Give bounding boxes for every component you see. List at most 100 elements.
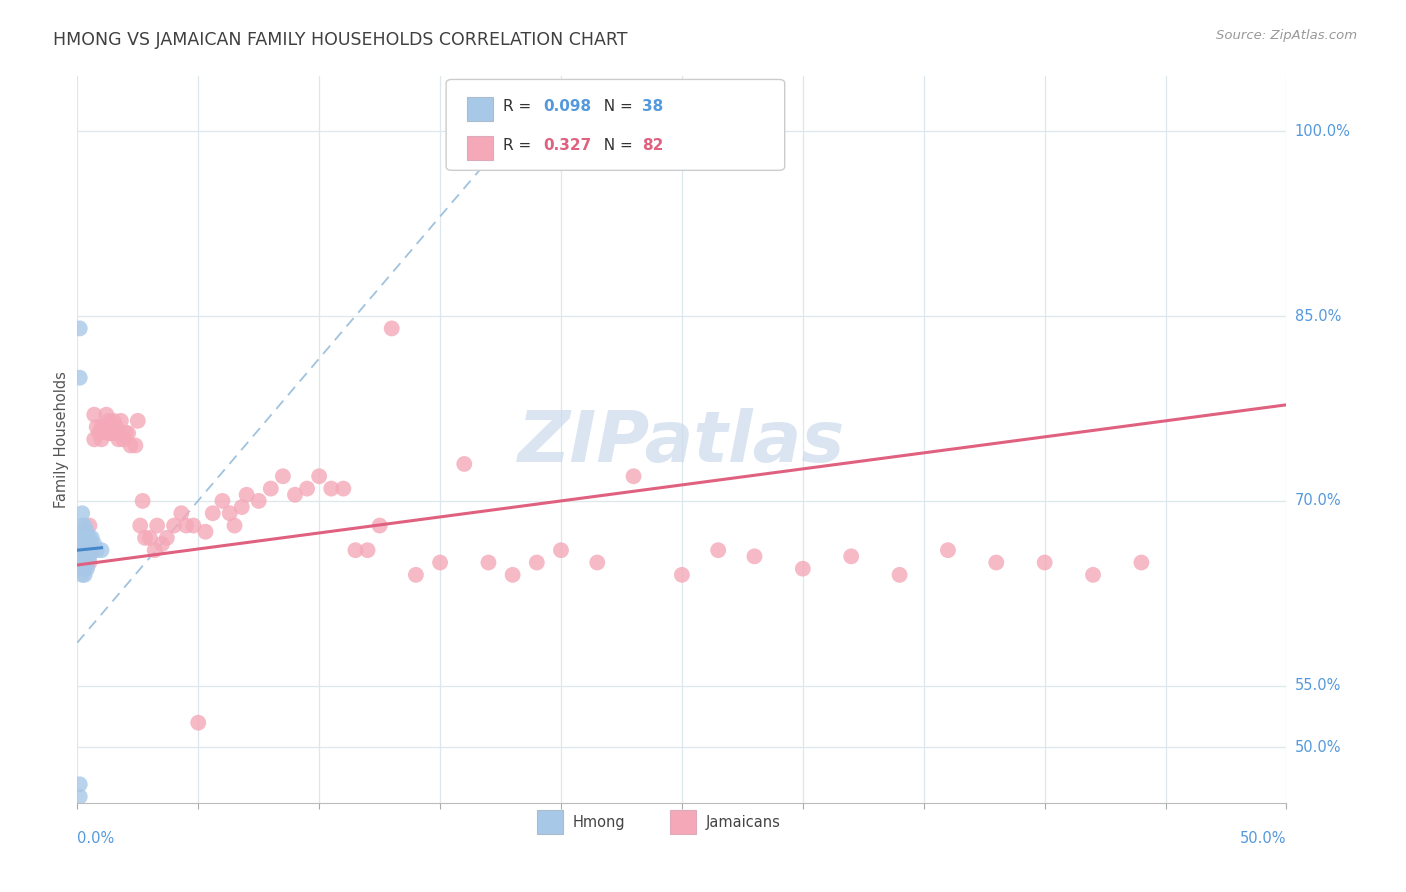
Point (73, 567, 96, 582)
Y-axis label: Family Households: Family Households (53, 371, 69, 508)
Text: 100.0%: 100.0% (1295, 124, 1351, 139)
Point (187, 715, 209, 730)
Point (194, 524, 217, 539)
Point (76, 524, 98, 539)
Point (110, 414, 132, 428)
Point (80, 531, 103, 545)
Text: HMONG VS JAMAICAN FAMILY HOUSEHOLDS CORRELATION CHART: HMONG VS JAMAICAN FAMILY HOUSEHOLDS CORR… (53, 31, 628, 49)
Point (73, 537, 96, 551)
Point (477, 556, 499, 570)
Point (139, 531, 162, 545)
Point (986, 556, 1008, 570)
Text: 85.0%: 85.0% (1295, 309, 1341, 324)
Bar (537, 810, 564, 834)
Point (70, 549, 93, 564)
Point (124, 438, 146, 452)
Point (889, 567, 911, 582)
Point (1130, 556, 1153, 570)
Point (86, 543, 108, 558)
Point (70, 567, 93, 582)
Point (73, 549, 96, 564)
Text: 82: 82 (643, 138, 664, 153)
Point (224, 518, 246, 533)
Point (79, 531, 101, 545)
Text: R =: R = (503, 99, 536, 114)
Point (586, 556, 609, 570)
Point (218, 506, 240, 520)
Point (80, 543, 103, 558)
Point (284, 488, 307, 502)
FancyBboxPatch shape (446, 79, 785, 170)
Point (69, 789, 91, 804)
Text: 0.327: 0.327 (543, 138, 591, 153)
Point (79, 518, 101, 533)
Point (103, 426, 125, 441)
Point (129, 518, 152, 533)
Point (1033, 556, 1056, 570)
Point (96, 408, 118, 422)
Point (308, 469, 330, 483)
Point (79, 543, 101, 558)
Point (231, 500, 253, 514)
Point (79, 549, 101, 564)
Point (368, 518, 391, 533)
Point (247, 494, 270, 508)
Point (163, 518, 186, 533)
Text: 0.098: 0.098 (543, 99, 591, 114)
Text: Source: ZipAtlas.com: Source: ZipAtlas.com (1216, 29, 1357, 42)
Point (70, 518, 93, 533)
Point (295, 482, 318, 496)
Point (671, 567, 693, 582)
Text: 55.0%: 55.0% (1295, 678, 1341, 693)
Point (69, 556, 91, 570)
Point (83, 408, 105, 422)
Point (936, 543, 959, 558)
Point (156, 531, 179, 545)
Point (235, 488, 257, 502)
Point (321, 482, 343, 496)
Point (117, 426, 139, 441)
Text: 38: 38 (643, 99, 664, 114)
Point (73, 543, 96, 558)
Point (76, 531, 98, 545)
Point (87, 426, 110, 441)
Point (90, 543, 112, 558)
Bar (467, 96, 494, 120)
Text: N =: N = (593, 138, 637, 153)
Text: N =: N = (593, 99, 637, 114)
Point (79, 556, 101, 570)
Point (70, 549, 93, 564)
Point (211, 494, 233, 508)
Point (271, 469, 294, 483)
Point (114, 426, 136, 441)
Point (80, 543, 103, 558)
Point (76, 549, 98, 564)
Point (134, 531, 156, 545)
Text: Jamaicans: Jamaicans (706, 815, 780, 830)
Point (69, 321, 91, 335)
Point (103, 414, 125, 428)
Point (127, 414, 149, 428)
Point (1081, 567, 1104, 582)
Point (344, 543, 367, 558)
Point (623, 469, 645, 483)
Point (96, 420, 118, 434)
Point (405, 567, 427, 582)
Point (76, 543, 98, 558)
Point (83, 432, 105, 446)
Point (90, 420, 112, 434)
Point (526, 556, 548, 570)
Point (502, 567, 524, 582)
Point (97, 426, 120, 441)
Point (70, 531, 93, 545)
Point (69, 777, 91, 791)
Point (146, 518, 169, 533)
Point (100, 426, 122, 441)
Point (332, 482, 354, 496)
Text: 0.0%: 0.0% (77, 830, 114, 846)
Point (120, 438, 142, 452)
Point (93, 420, 115, 434)
Point (260, 482, 283, 496)
Point (73, 562, 96, 576)
Point (69, 370, 91, 384)
